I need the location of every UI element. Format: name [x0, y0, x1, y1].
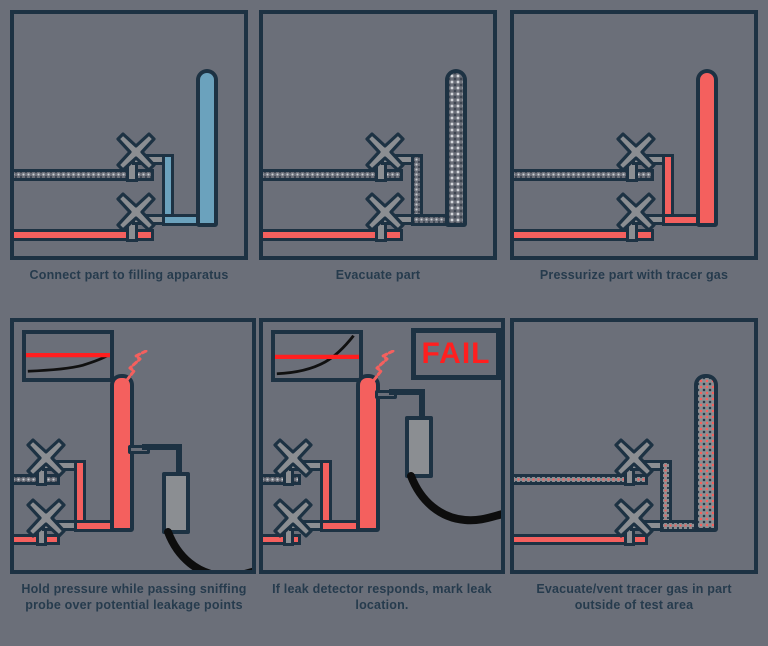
tracer-line-pipe-1 [14, 229, 154, 241]
caption-panel-4: Hold pressure while passing sniffing pro… [21, 582, 247, 612]
panel-evacuate-vent [510, 318, 758, 574]
fail-status-label: FAIL [421, 337, 491, 370]
probe-arm-vertical-4 [176, 444, 182, 480]
panel-hold-pressure [10, 318, 256, 574]
valve-lower-1 [115, 191, 157, 233]
tracer-line-pipe-2 [263, 229, 403, 241]
probe-arm-horizontal-5 [389, 389, 425, 395]
vacuum-line-pipe-2 [263, 169, 403, 181]
leak-indicator-icon [125, 350, 148, 382]
valve-upper-3 [615, 131, 657, 173]
test-part-tube-3 [696, 69, 718, 227]
panel-connect-part [10, 10, 248, 260]
caption-panel-1: Connect part to filling apparatus [29, 268, 229, 282]
panel-pressurize-part [510, 10, 758, 260]
panel-mark-leak: FAIL [259, 318, 505, 574]
detector-hose-5 [407, 472, 501, 525]
valve-lower-5 [272, 497, 314, 539]
leak-indicator-icon-5 [372, 350, 395, 382]
probe-arm-vertical-5 [419, 389, 425, 423]
test-part-tube-5 [356, 374, 380, 532]
tracer-line-pipe-6 [514, 534, 648, 545]
probe-arm-horizontal-4 [142, 444, 182, 450]
vacuum-line-pipe-1 [14, 169, 154, 181]
signal-graph-fail [271, 330, 363, 382]
vacuum-line-pipe-3 [514, 169, 654, 181]
detector-hose-4 [164, 528, 252, 570]
test-part-tube-1 [196, 69, 218, 227]
valve-lower-6 [613, 497, 655, 539]
fail-status-badge: FAIL [411, 328, 501, 380]
test-part-tube-2 [445, 69, 467, 227]
valve-upper-4 [25, 437, 67, 479]
caption-panel-3: Pressurize part with tracer gas [539, 268, 729, 282]
sniffing-probe-4 [162, 472, 190, 534]
caption-panel-2: Evacuate part [335, 268, 421, 282]
valve-upper-1 [115, 131, 157, 173]
sniffing-probe-5 [405, 416, 433, 478]
signal-graph-fail-svg [275, 334, 359, 376]
caption-panel-6: Evacuate/vent tracer gas in part outside… [536, 582, 732, 612]
valve-lower-3 [615, 191, 657, 233]
valve-upper-5 [272, 437, 314, 479]
tracer-line-pipe-3 [514, 229, 654, 241]
valve-upper-2 [364, 131, 406, 173]
panel-evacuate-part [259, 10, 497, 260]
signal-graph-pass [22, 330, 114, 382]
valve-upper-6 [613, 437, 655, 479]
valve-lower-2 [364, 191, 406, 233]
vacuum-line-pipe-6 [514, 474, 648, 485]
valve-lower-4 [25, 497, 67, 539]
signal-graph-pass-svg [26, 353, 110, 373]
test-part-tube-6 [694, 374, 718, 532]
caption-panel-5: If leak detector responds, mark leak loc… [272, 582, 492, 612]
